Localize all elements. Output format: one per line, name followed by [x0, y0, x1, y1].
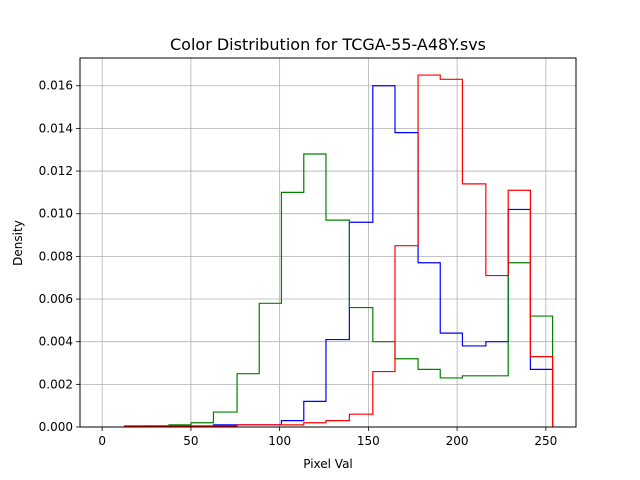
x-tick-label: 0: [98, 434, 106, 448]
x-axis-label: Pixel Val: [303, 457, 353, 471]
y-tick-label: 0.010: [39, 207, 73, 221]
y-tick-label: 0.004: [39, 335, 73, 349]
x-tick-label: 100: [268, 434, 291, 448]
series-layer: [123, 74, 554, 427]
x-tick-label: 200: [446, 434, 469, 448]
y-tick-label: 0.002: [39, 377, 73, 391]
chart-title: Color Distribution for TCGA-55-A48Y.svs: [170, 35, 486, 54]
y-tick-label: 0.006: [39, 292, 73, 306]
x-tick-label: 50: [183, 434, 198, 448]
y-tick-label: 0.016: [39, 79, 73, 93]
y-axis-label: Density: [11, 220, 25, 266]
x-tick-label: 150: [357, 434, 380, 448]
y-axis-ticks: 0.000 0.002 0.004 0.006 0.008 0.010 0.012 0.014…: [39, 79, 80, 434]
histogram-series-1: [123, 153, 554, 427]
y-tick-label: 0.000: [39, 420, 73, 434]
x-axis-ticks: 0 50 100 150 200 250: [98, 427, 557, 448]
grid-lines: [80, 58, 576, 428]
plot-frame: [79, 57, 577, 428]
y-tick-label: 0.014: [39, 121, 73, 135]
y-tick-label: 0.008: [39, 249, 73, 263]
histogram-series-0: [123, 85, 554, 427]
histogram-series-2: [123, 74, 554, 427]
y-tick-label: 0.012: [39, 164, 73, 178]
x-tick-label: 250: [534, 434, 557, 448]
